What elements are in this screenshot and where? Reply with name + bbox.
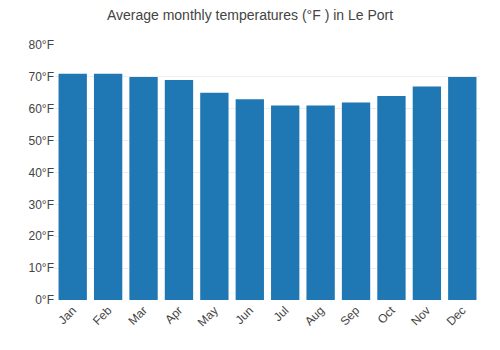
svg-text:50°F: 50°F — [29, 134, 54, 148]
svg-text:30°F: 30°F — [29, 198, 54, 212]
svg-text:Feb: Feb — [90, 303, 115, 328]
svg-text:40°F: 40°F — [29, 166, 54, 180]
svg-text:Jul: Jul — [271, 303, 292, 324]
svg-text:Apr: Apr — [162, 303, 185, 326]
svg-text:Oct: Oct — [375, 303, 399, 327]
svg-text:Jun: Jun — [233, 303, 257, 327]
svg-text:Average monthly temperatures (: Average monthly temperatures (°F ) in Le… — [107, 7, 393, 23]
svg-text:10°F: 10°F — [29, 261, 54, 275]
svg-text:0°F: 0°F — [35, 293, 54, 307]
svg-text:Nov: Nov — [408, 303, 433, 328]
svg-text:70°F: 70°F — [29, 70, 54, 84]
svg-text:60°F: 60°F — [29, 102, 54, 116]
svg-text:May: May — [195, 303, 221, 329]
svg-text:Aug: Aug — [302, 303, 327, 328]
svg-text:80°F: 80°F — [29, 38, 54, 52]
svg-text:20°F: 20°F — [29, 229, 54, 243]
svg-text:Mar: Mar — [125, 303, 150, 328]
svg-text:Dec: Dec — [444, 303, 469, 328]
svg-text:Jan: Jan — [55, 303, 79, 327]
svg-text:Sep: Sep — [337, 303, 362, 328]
